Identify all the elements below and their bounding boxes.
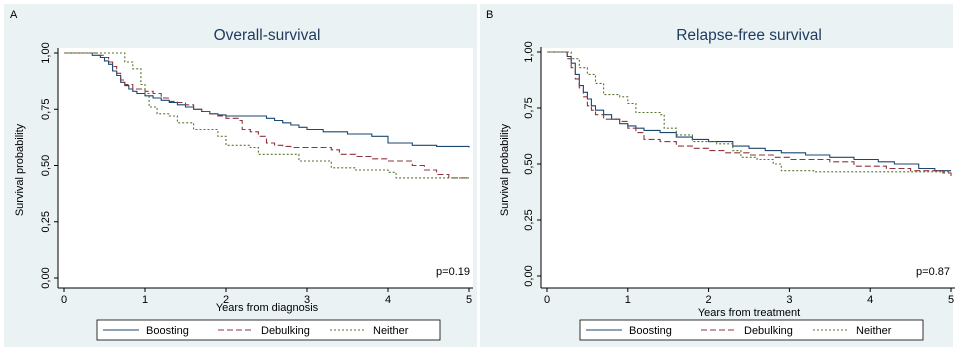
panel-relapse-free-survival: B Relapse-free survival 0 1 2 3 4 5 0,00 0,25 0,…: [480, 4, 955, 347]
y-tick-label: 0,75: [523, 97, 535, 118]
y-tick-label: 0,50: [523, 153, 535, 174]
series-line-boosting: [547, 51, 951, 172]
axes: 0 1 2 3 4 5 0,00 0,25 0,50 0,75 1,00: [40, 42, 473, 306]
y-tick-label: 0,25: [40, 211, 52, 232]
panel-letter: B: [486, 9, 493, 21]
y-axis-label: Survival probability: [14, 123, 26, 216]
x-tick-label: 3: [304, 294, 310, 306]
x-tick-label: 3: [786, 294, 792, 306]
x-tick-label: 1: [142, 294, 148, 306]
y-tick-label: 0,50: [40, 155, 52, 176]
p-value-annotation: p=0.87: [916, 266, 950, 278]
y-tick-label: 0,00: [40, 267, 52, 288]
legend-label-boosting: Boosting: [629, 325, 672, 337]
x-tick-label: 2: [706, 294, 712, 306]
y-tick-label: 0,25: [523, 209, 535, 230]
axes: 0 1 2 3 4 5 0,00 0,25 0,50 0,75 1,00: [523, 41, 955, 306]
series-line-neither: [64, 52, 469, 179]
x-tick-label: 5: [466, 294, 472, 306]
p-value-annotation: p=0.19: [436, 266, 470, 278]
series-line-debulking: [64, 52, 469, 179]
legend: Boosting Debulking Neither: [579, 319, 924, 341]
y-tick-label: 0,00: [523, 265, 535, 286]
x-tick-label: 0: [61, 294, 67, 306]
legend-label-debulking: Debulking: [261, 325, 310, 337]
legend-label-neither: Neither: [373, 325, 409, 337]
panel-letter: A: [10, 9, 18, 21]
y-tick-label: 0,75: [40, 99, 52, 120]
curves: [64, 52, 470, 179]
legend-label-debulking: Debulking: [744, 325, 793, 337]
series-line-neither: [547, 51, 951, 173]
plot-area: [58, 48, 473, 288]
x-tick-label: 0: [544, 294, 550, 306]
legend-box: [579, 319, 924, 341]
legend-label-boosting: Boosting: [146, 325, 189, 337]
chart-title: Overall-survival: [214, 27, 321, 44]
series-line-debulking: [547, 51, 952, 178]
y-tick-label: 1,00: [40, 42, 52, 63]
x-tick-label: 4: [867, 294, 873, 306]
panel-overall-survival: A Overall-survival 0 1 2 3 4 5 0,00 0,25 0,50 0,7…: [4, 4, 477, 347]
x-tick-label: 2: [223, 294, 229, 306]
legend: Boosting Debulking Neither: [96, 319, 441, 341]
x-axis-label: Years from treatment: [698, 307, 800, 319]
curves: [547, 51, 952, 178]
legend-box: [96, 319, 441, 341]
x-tick-label: 4: [385, 294, 391, 306]
y-axis-label: Survival probability: [499, 123, 511, 216]
chart-title: Relapse-free survival: [676, 27, 822, 44]
x-tick-label: 5: [948, 294, 954, 306]
x-axis-label: Years from diagnosis: [216, 302, 319, 314]
y-tick-label: 1,00: [523, 41, 535, 62]
legend-label-neither: Neither: [856, 325, 892, 337]
x-tick-label: 1: [625, 294, 631, 306]
